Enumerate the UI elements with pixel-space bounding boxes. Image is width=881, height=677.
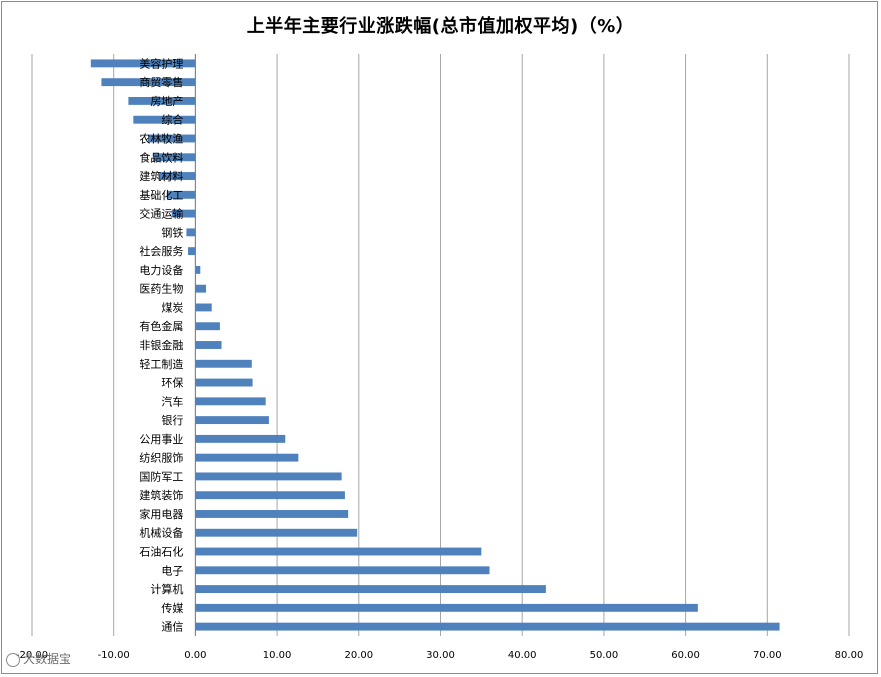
watermark: 大数据宝 (6, 650, 71, 667)
bar (195, 510, 349, 518)
watermark-logo-icon (6, 652, 20, 667)
category-label: 公用事业 (139, 433, 183, 446)
x-tick-label: 10.00 (263, 650, 292, 661)
x-tick-label: 80.00 (835, 650, 864, 661)
bar (195, 622, 780, 631)
category-label: 电子 (161, 564, 183, 577)
category-label: 通信 (161, 621, 183, 634)
bar (166, 190, 196, 199)
category-label: 有色金属 (139, 319, 183, 333)
bar (195, 528, 358, 537)
category-label: 非银金融 (139, 338, 183, 352)
bar (195, 397, 266, 406)
category-label: 银行 (161, 413, 183, 427)
bar (195, 491, 345, 500)
category-label: 石油石化 (139, 545, 183, 559)
bar (195, 416, 269, 425)
bar (133, 115, 196, 124)
bar (195, 603, 698, 612)
bar (195, 378, 253, 387)
bar (195, 585, 546, 594)
x-tick-label: 70.00 (753, 650, 782, 661)
x-tick-label: 30.00 (426, 650, 455, 661)
x-tick-label: 40.00 (508, 650, 537, 661)
x-tick-label: 20.00 (344, 650, 373, 661)
bar (101, 78, 196, 87)
bar (195, 359, 252, 368)
category-label: 建筑装饰 (139, 488, 183, 502)
category-label: 汽车 (161, 394, 183, 408)
bar (128, 96, 196, 105)
category-label: 食品饮料 (139, 150, 183, 164)
category-label: 计算机 (150, 582, 183, 596)
category-label: 纺织服饰 (139, 451, 183, 465)
bar (195, 434, 286, 443)
category-label: 钢铁 (161, 226, 183, 239)
x-tick-label: 50.00 (590, 650, 619, 661)
bar (152, 153, 196, 162)
category-label: 煤炭 (161, 301, 183, 314)
category-label: 机械设备 (139, 526, 183, 540)
bar (186, 228, 196, 237)
category-label: 基础化工 (139, 188, 183, 202)
category-label: 家用电器 (139, 507, 183, 521)
category-label: 社会服务 (139, 244, 183, 258)
bar (90, 59, 196, 68)
category-label: 轻工制造 (139, 357, 183, 371)
category-label: 房地产 (150, 94, 183, 108)
bar (195, 453, 299, 462)
x-tick-label: -20.00 (16, 650, 48, 661)
bar (195, 566, 490, 575)
bar (195, 322, 220, 331)
x-tick-label: 0.00 (184, 650, 206, 661)
bar (195, 284, 207, 293)
category-label: 国防军工 (139, 469, 183, 483)
category-label: 商贸零售 (139, 75, 183, 89)
category-label: 传媒 (161, 602, 183, 615)
bar (171, 209, 196, 218)
chart-title: 上半年主要行业涨跌幅(总市值加权平均)（%） (246, 16, 635, 37)
bar (188, 247, 196, 256)
category-label: 电力设备 (139, 263, 183, 277)
category-label: 农林牧渔 (139, 131, 183, 145)
bar (195, 341, 222, 349)
category-label: 综合 (161, 113, 183, 127)
watermark-text: 大数据宝 (23, 652, 72, 666)
category-label: 医药生物 (139, 282, 183, 296)
bar (195, 472, 342, 481)
bar (159, 172, 196, 180)
bar (195, 303, 212, 312)
category-label: 环保 (161, 376, 183, 390)
category-label: 交通运输 (139, 207, 183, 221)
bar (195, 265, 201, 274)
bar (195, 547, 482, 556)
category-label: 美容护理 (139, 56, 183, 70)
category-label: 建筑材料 (139, 169, 183, 183)
bar (148, 134, 196, 143)
x-tick-label: 60.00 (671, 650, 700, 661)
x-tick-label: -10.00 (98, 650, 130, 661)
